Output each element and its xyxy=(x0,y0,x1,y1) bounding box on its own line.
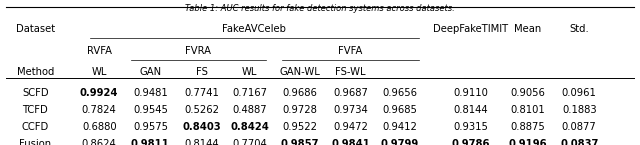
Text: 0.9811: 0.9811 xyxy=(131,139,170,145)
Text: RVFA: RVFA xyxy=(86,46,112,56)
Text: TCFD: TCFD xyxy=(22,105,48,115)
Text: 0.8144: 0.8144 xyxy=(184,139,219,145)
Text: 0.9110: 0.9110 xyxy=(453,88,488,98)
Text: 0.7167: 0.7167 xyxy=(232,88,267,98)
Text: 0.8403: 0.8403 xyxy=(182,122,221,132)
Text: 0.9857: 0.9857 xyxy=(280,139,319,145)
Text: Table 1: AUC results for fake detection systems across datasets.: Table 1: AUC results for fake detection … xyxy=(185,4,455,13)
Text: 0.9656: 0.9656 xyxy=(383,88,417,98)
Text: 0.9685: 0.9685 xyxy=(383,105,417,115)
Text: 0.7704: 0.7704 xyxy=(232,139,267,145)
Text: GAN-WL: GAN-WL xyxy=(279,67,320,77)
Text: 0.9799: 0.9799 xyxy=(381,139,419,145)
Text: 0.9686: 0.9686 xyxy=(282,88,317,98)
Text: 0.9056: 0.9056 xyxy=(511,88,545,98)
Text: 0.9412: 0.9412 xyxy=(383,122,417,132)
Text: 0.9575: 0.9575 xyxy=(133,122,168,132)
Text: 0.9687: 0.9687 xyxy=(333,88,368,98)
Text: 0.0837: 0.0837 xyxy=(560,139,598,145)
Text: GAN: GAN xyxy=(140,67,161,77)
Text: 0.7741: 0.7741 xyxy=(184,88,219,98)
Text: 0.9472: 0.9472 xyxy=(333,122,368,132)
Text: FS-WL: FS-WL xyxy=(335,67,366,77)
Text: 0.9786: 0.9786 xyxy=(451,139,490,145)
Text: 0.8424: 0.8424 xyxy=(230,122,269,132)
Text: 0.6880: 0.6880 xyxy=(82,122,116,132)
Text: WL: WL xyxy=(242,67,257,77)
Text: FS: FS xyxy=(196,67,207,77)
Text: 0.8875: 0.8875 xyxy=(511,122,545,132)
Text: FVFA: FVFA xyxy=(338,46,363,56)
Text: 0.8101: 0.8101 xyxy=(511,105,545,115)
Text: 0.8144: 0.8144 xyxy=(453,105,488,115)
Text: 0.9315: 0.9315 xyxy=(453,122,488,132)
Text: 0.9481: 0.9481 xyxy=(133,88,168,98)
Text: DeepFakeTIMIT: DeepFakeTIMIT xyxy=(433,24,508,34)
Text: 0.0961: 0.0961 xyxy=(562,88,596,98)
Text: 0.9841: 0.9841 xyxy=(332,139,370,145)
Text: 0.4887: 0.4887 xyxy=(232,105,267,115)
Text: Std.: Std. xyxy=(570,24,589,34)
Text: 0.1883: 0.1883 xyxy=(562,105,596,115)
Text: Method: Method xyxy=(17,67,54,77)
Text: FVRA: FVRA xyxy=(186,46,211,56)
Text: 0.7824: 0.7824 xyxy=(82,105,116,115)
Text: WL: WL xyxy=(92,67,107,77)
Text: FakeAVCeleb: FakeAVCeleb xyxy=(223,24,286,34)
Text: CCFD: CCFD xyxy=(22,122,49,132)
Text: 0.0877: 0.0877 xyxy=(562,122,596,132)
Text: 0.9728: 0.9728 xyxy=(282,105,317,115)
Text: 0.9196: 0.9196 xyxy=(509,139,547,145)
Text: 0.9734: 0.9734 xyxy=(333,105,368,115)
Text: Dataset: Dataset xyxy=(15,24,55,34)
Text: SCFD: SCFD xyxy=(22,88,49,98)
Text: Fusion: Fusion xyxy=(19,139,51,145)
Text: Mean: Mean xyxy=(515,24,541,34)
Text: 0.9924: 0.9924 xyxy=(80,88,118,98)
Text: 0.8624: 0.8624 xyxy=(82,139,116,145)
Text: 0.9522: 0.9522 xyxy=(282,122,317,132)
Text: 0.5262: 0.5262 xyxy=(184,105,219,115)
Text: 0.9545: 0.9545 xyxy=(133,105,168,115)
